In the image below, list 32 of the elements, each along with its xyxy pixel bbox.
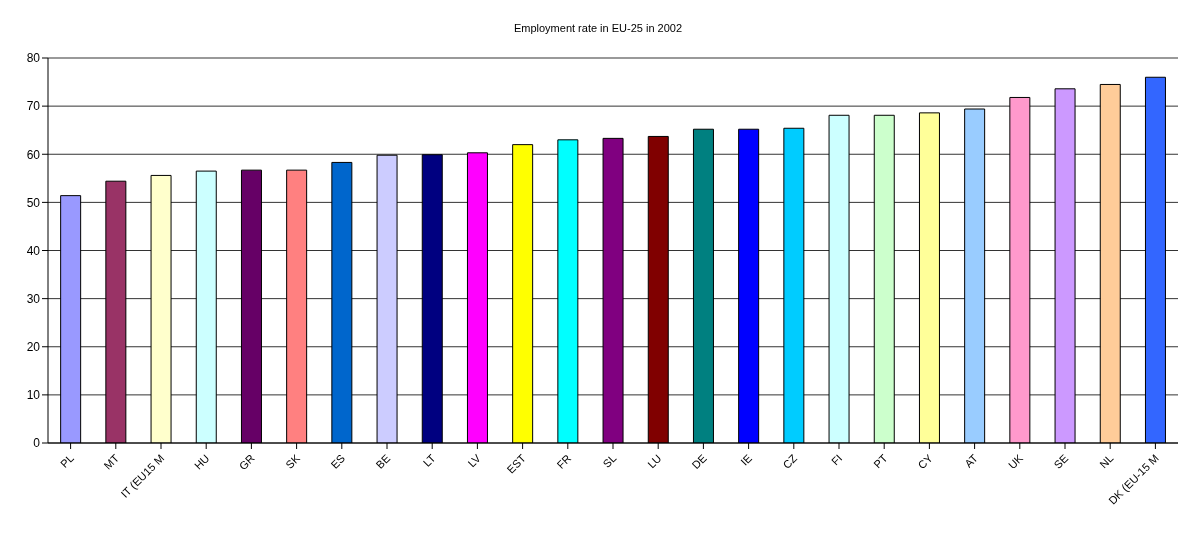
x-tick-label: CZ: [780, 451, 800, 471]
y-tick-label: 50: [26, 195, 41, 210]
x-tick-label: PT: [871, 451, 890, 471]
x-tick-label: SE: [1051, 451, 1071, 471]
x-tick-label: LU: [645, 451, 664, 471]
x-tick-label: PL: [58, 451, 77, 470]
y-tick-label: 30: [26, 291, 41, 306]
x-tick-label: BE: [373, 451, 393, 471]
x-tick-label: FI: [829, 451, 845, 468]
x-tick-label: SL: [600, 451, 619, 470]
y-tick-label: 60: [26, 147, 41, 162]
y-tick-label: 70: [26, 99, 41, 114]
x-tick-label: AT: [962, 451, 981, 470]
x-tick-label: LT: [420, 451, 438, 469]
x-tick-label: SK: [283, 451, 303, 471]
x-tick-label: IE: [738, 451, 755, 468]
y-tick-label: 80: [26, 51, 41, 66]
y-tick-label: 10: [26, 388, 41, 403]
x-tick-label: DE: [689, 451, 709, 472]
y-tick-label: 0: [33, 436, 41, 451]
x-tick-label: GR: [236, 451, 257, 473]
x-tick-label: NL: [1097, 451, 1116, 471]
y-tick-label: 40: [26, 243, 41, 258]
x-tick-label: ES: [328, 451, 348, 471]
x-tick-label: HU: [191, 451, 212, 472]
x-tick-label: FR: [554, 451, 574, 471]
chart-title: Employment rate in EU-25 in 2002: [512, 22, 684, 34]
y-tick-label: 20: [26, 340, 41, 355]
x-tick-label: MT: [101, 451, 122, 472]
x-tick-label: UK: [1005, 451, 1026, 472]
x-tick-label: LV: [465, 451, 484, 470]
x-tick-label: CY: [915, 451, 936, 472]
